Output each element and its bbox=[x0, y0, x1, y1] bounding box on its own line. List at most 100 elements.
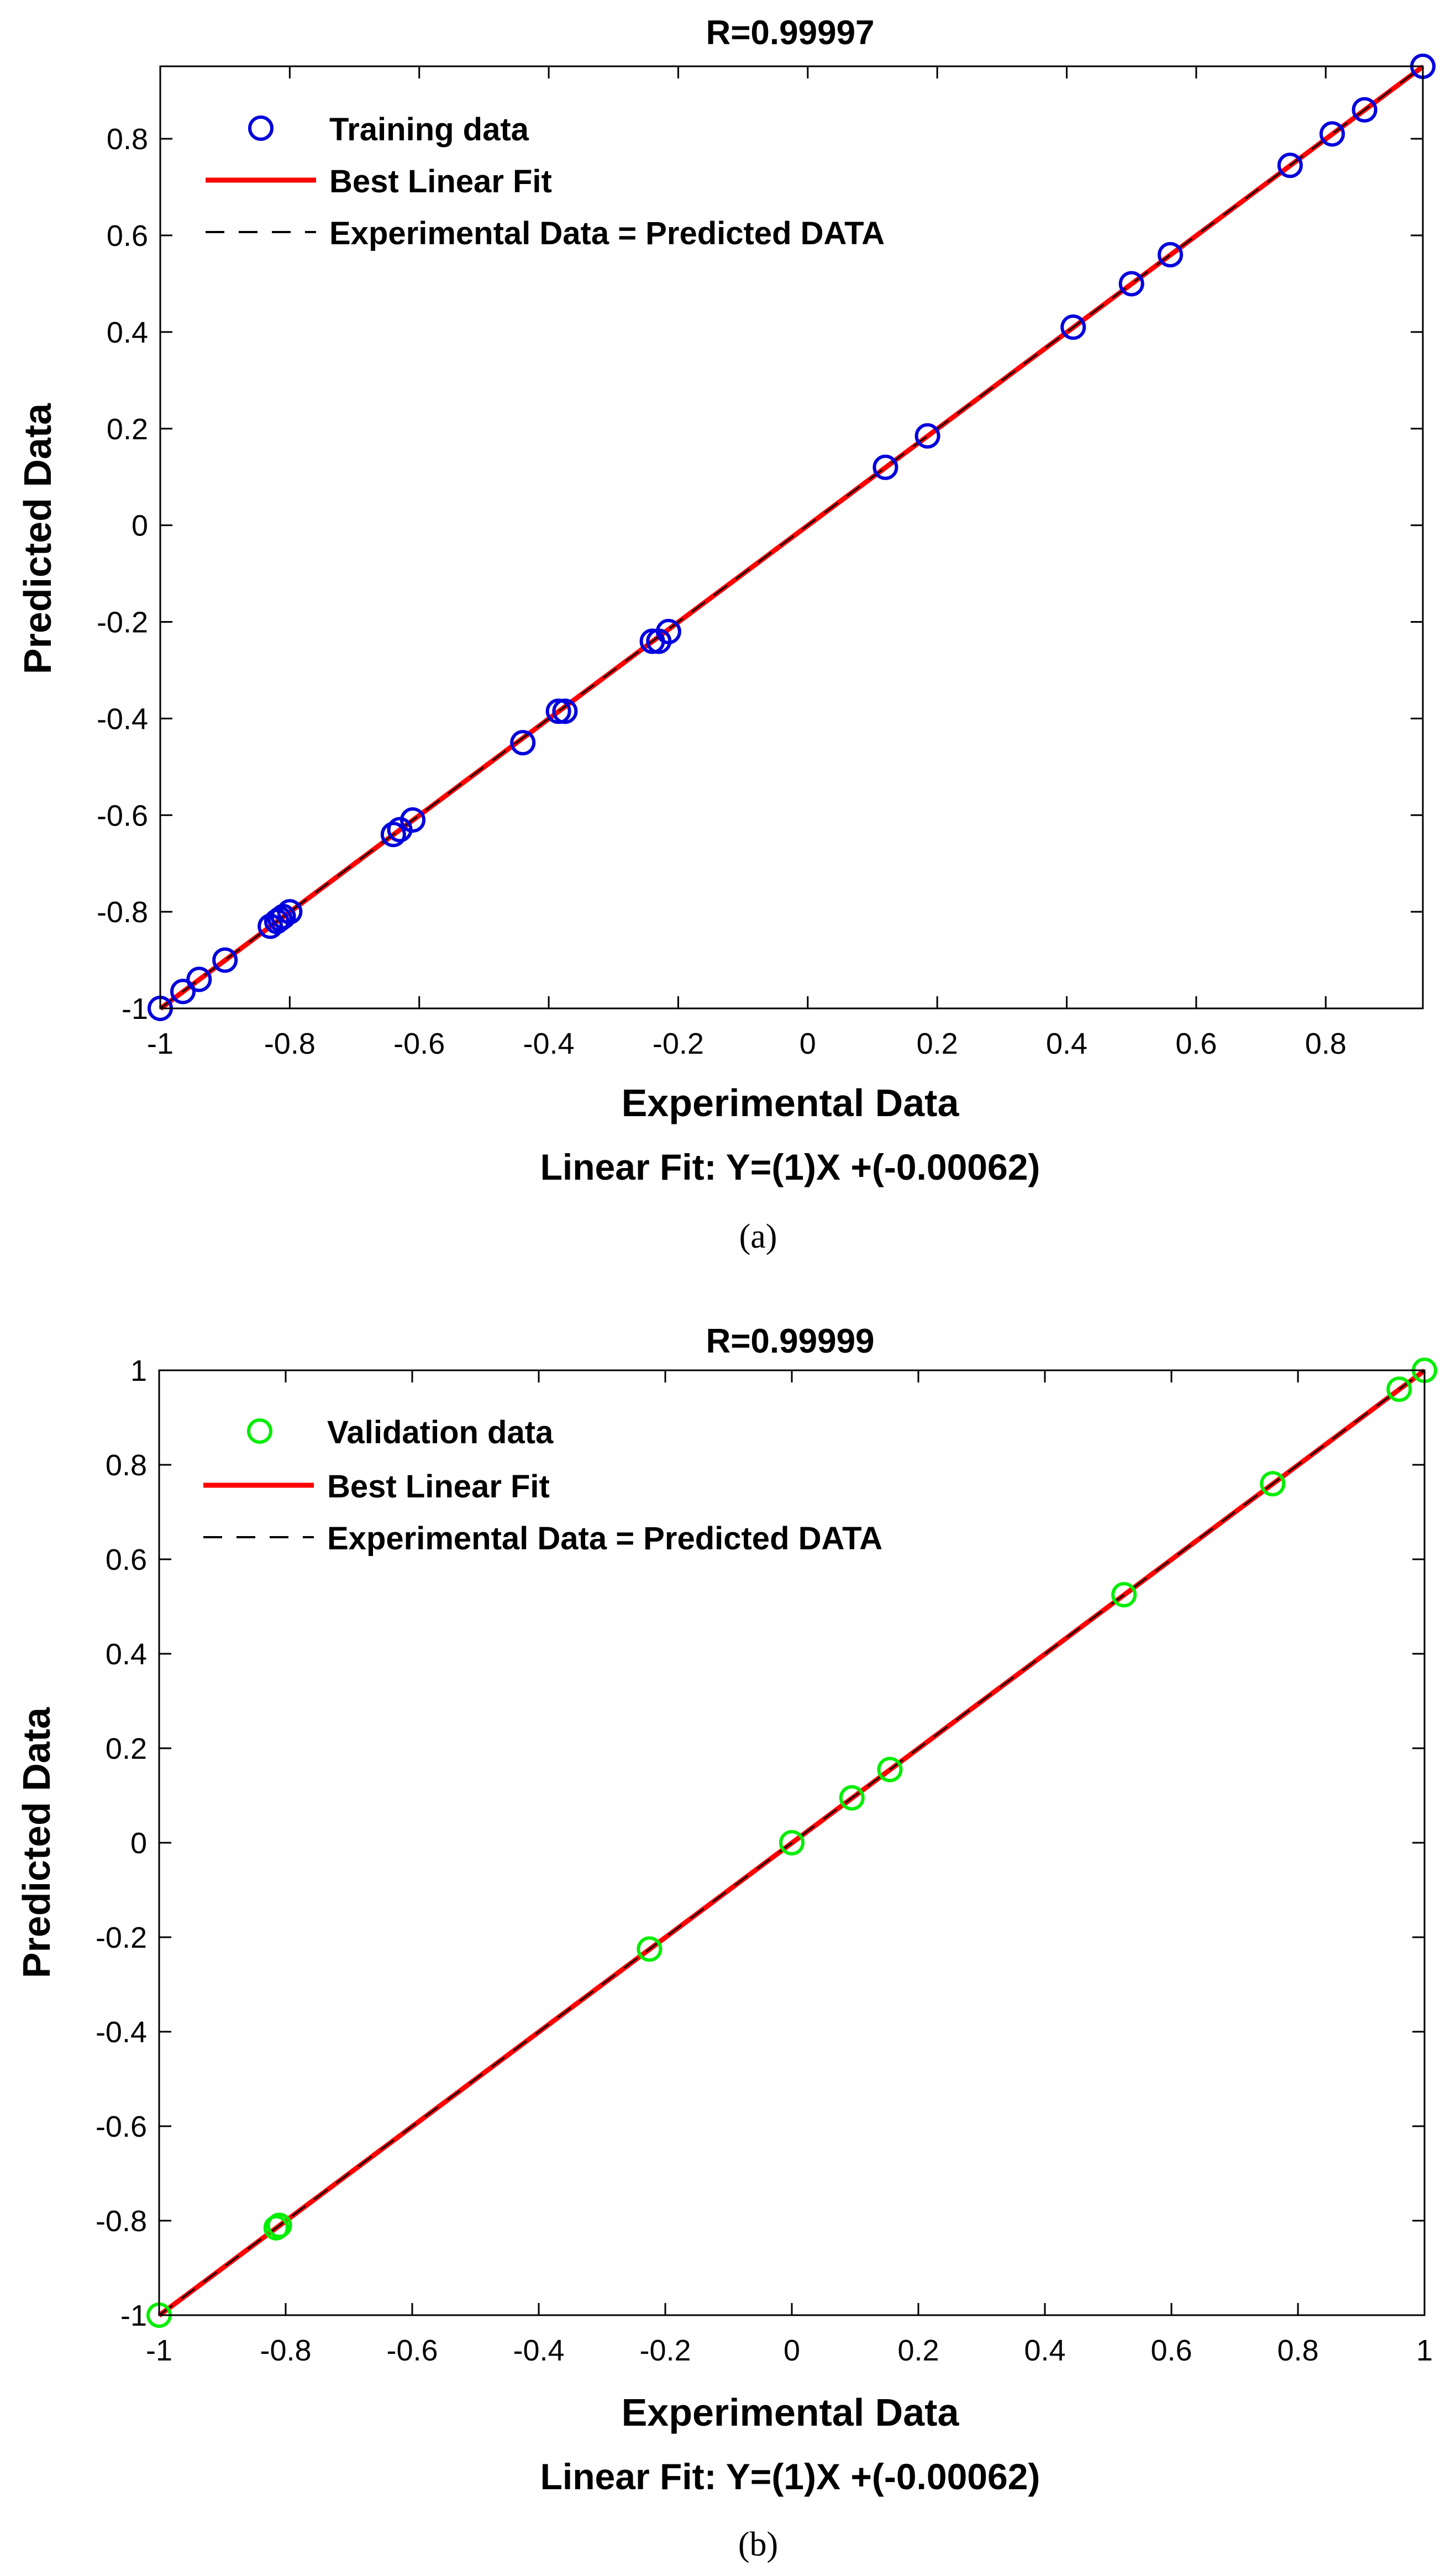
y-tick-label: 0.8 bbox=[107, 123, 148, 156]
data-point bbox=[170, 979, 196, 1005]
legend-entry-identity: Experimental Data = Predicted DATA bbox=[327, 1521, 882, 1557]
data-point bbox=[263, 2215, 289, 2241]
x-axis-label: Experimental Data bbox=[622, 2391, 960, 2434]
y-tick-label: -1 bbox=[120, 2299, 147, 2332]
chart-title: R=0.99999 bbox=[706, 1322, 874, 1360]
x-tick-label: -0.4 bbox=[523, 1027, 575, 1060]
legend-entry-data: Validation data bbox=[327, 1415, 554, 1450]
y-tick-label: 0 bbox=[130, 1827, 147, 1860]
y-tick-label: 0 bbox=[132, 509, 148, 543]
identity-line bbox=[159, 1369, 1425, 2316]
y-axis-label: Predicted Data bbox=[16, 403, 59, 674]
x-tick-label: -1 bbox=[146, 2334, 172, 2367]
data-point bbox=[1060, 314, 1086, 340]
data-point bbox=[655, 619, 681, 644]
y-tick-label: -0.2 bbox=[96, 1921, 147, 1954]
legend-entry-data: Training data bbox=[329, 112, 529, 148]
data-point bbox=[552, 698, 578, 724]
panel-label: (a) bbox=[739, 1218, 777, 1255]
y-tick-label: 0.2 bbox=[106, 1732, 147, 1765]
x-tick-label: 0.8 bbox=[1277, 2334, 1318, 2367]
y-axis-label: Predicted Data bbox=[15, 1707, 58, 1978]
legend: Training data Best Linear Fit Experiment… bbox=[206, 112, 885, 251]
x-tick-label: 0.6 bbox=[1175, 1027, 1217, 1060]
tick-marks bbox=[159, 66, 1423, 1010]
y-tick-label: -0.4 bbox=[97, 702, 148, 735]
y-tick-label: 0.6 bbox=[107, 219, 148, 253]
data-point bbox=[872, 454, 898, 480]
data-point bbox=[277, 899, 303, 925]
y-tick-label: -0.8 bbox=[96, 2205, 147, 2238]
y-tick-label: -0.4 bbox=[96, 2016, 147, 2049]
legend-entry-identity: Experimental Data = Predicted DATA bbox=[329, 215, 885, 251]
data-point bbox=[839, 1785, 865, 1811]
y-tick-label: 0.8 bbox=[106, 1449, 147, 1482]
y-tick-label: -0.6 bbox=[97, 799, 148, 832]
x-tick-label: -0.6 bbox=[386, 2334, 438, 2367]
data-point bbox=[914, 423, 940, 449]
x-tick-label: 0.8 bbox=[1305, 1027, 1347, 1060]
y-tick-label: 0.6 bbox=[106, 1543, 147, 1576]
data-point bbox=[1319, 121, 1345, 147]
data-point bbox=[637, 1936, 663, 1962]
data-point bbox=[545, 698, 571, 724]
plot-frame bbox=[159, 65, 1424, 1010]
data-point bbox=[510, 730, 536, 756]
legend-entry-fit: Best Linear Fit bbox=[327, 1469, 550, 1505]
fit-lines bbox=[157, 1368, 1426, 2318]
x-tick-label: 0.4 bbox=[1024, 2334, 1065, 2367]
x-tick-label: -0.2 bbox=[653, 1027, 704, 1060]
legend-entry-fit: Best Linear Fit bbox=[329, 164, 552, 199]
linear-fit-text: Linear Fit: Y=(1)X +(-0.00062) bbox=[540, 1147, 1040, 1187]
y-tick-label: -0.6 bbox=[96, 2110, 147, 2143]
data-point bbox=[1386, 1376, 1412, 1402]
y-tick-label: 0.4 bbox=[106, 1638, 147, 1671]
y-tick-label: 1 bbox=[130, 1354, 147, 1387]
x-tick-label: 0.2 bbox=[897, 2334, 939, 2367]
y-tick-label: 0.4 bbox=[107, 316, 148, 349]
data-point bbox=[1260, 1471, 1286, 1497]
y-tick-labels: -1 -0.8 -0.6 -0.4 -0.2 0 0.2 0.4 0.6 0.8 1 bbox=[96, 1354, 147, 2332]
data-point bbox=[1277, 153, 1303, 178]
x-tick-label: 0.4 bbox=[1046, 1027, 1087, 1060]
panel-label: (b) bbox=[738, 2526, 778, 2563]
y-tick-label: -1 bbox=[122, 992, 148, 1026]
data-point bbox=[779, 1830, 805, 1855]
x-tick-label: 0 bbox=[800, 1027, 816, 1060]
data-point bbox=[1118, 271, 1144, 297]
x-tick-label: -0.4 bbox=[513, 2334, 564, 2367]
panel-a: R=0.99997 -1 -0.8 -0.6 -0.4 -0.2 0 0.2 0.4 0.6 0.… bbox=[16, 14, 1436, 1255]
y-tick-label: -0.8 bbox=[97, 896, 148, 929]
data-point bbox=[1111, 1582, 1137, 1608]
x-tick-label: 0 bbox=[784, 2334, 800, 2367]
legend-marker-icon bbox=[248, 115, 274, 141]
x-tick-label: 1 bbox=[1416, 2334, 1433, 2367]
legend-marker-icon bbox=[247, 1418, 272, 1444]
legend: Validation data Best Linear Fit Experime… bbox=[203, 1415, 882, 1557]
x-tick-label: -1 bbox=[147, 1027, 174, 1060]
x-tick-label: -0.8 bbox=[260, 2334, 311, 2367]
y-tick-label: 0.2 bbox=[107, 413, 148, 446]
x-tick-label: -0.8 bbox=[264, 1027, 316, 1060]
x-tick-label: 0.6 bbox=[1150, 2334, 1192, 2367]
data-point bbox=[212, 947, 238, 973]
data-point bbox=[400, 807, 425, 833]
x-axis-label: Experimental Data bbox=[622, 1081, 960, 1124]
x-tick-labels: -1 -0.8 -0.6 -0.4 -0.2 0 0.2 0.4 0.6 0.8 1 bbox=[146, 2334, 1433, 2367]
plot-frame bbox=[158, 1369, 1426, 2316]
identity-line bbox=[160, 65, 1423, 1010]
data-point bbox=[877, 1757, 903, 1783]
data-point bbox=[186, 966, 212, 992]
x-tick-labels: -1 -0.8 -0.6 -0.4 -0.2 0 0.2 0.4 0.6 0.8 bbox=[147, 1027, 1347, 1060]
data-point bbox=[1158, 242, 1183, 267]
data-point bbox=[266, 2212, 292, 2238]
linear-fit-text: Linear Fit: Y=(1)X +(-0.00062) bbox=[540, 2456, 1040, 2497]
y-tick-labels: -1 -0.8 -0.6 -0.4 -0.2 0 0.2 0.4 0.6 0.8 bbox=[97, 123, 148, 1026]
data-points bbox=[146, 1358, 1437, 2328]
data-point bbox=[1352, 97, 1378, 123]
data-point bbox=[270, 903, 296, 929]
x-tick-label: -0.6 bbox=[393, 1027, 445, 1060]
data-point bbox=[380, 822, 406, 848]
y-tick-label: -0.2 bbox=[97, 606, 148, 639]
